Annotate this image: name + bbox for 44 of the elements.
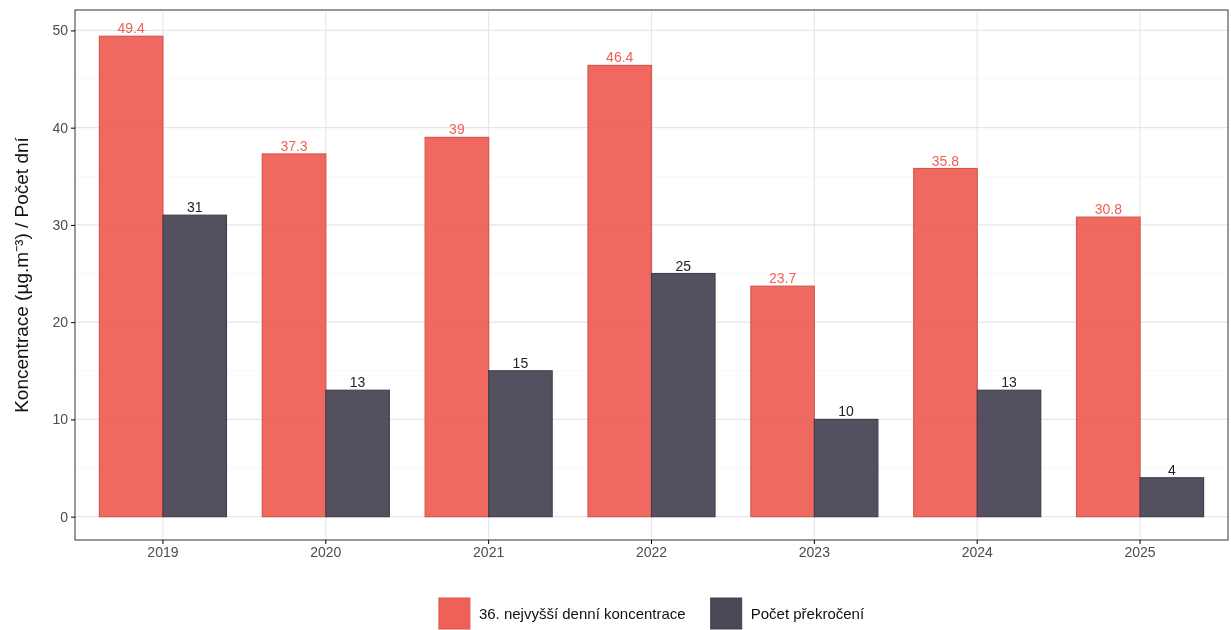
x-tick-label: 2021 xyxy=(473,543,505,560)
data-label: 31 xyxy=(186,199,203,216)
bar xyxy=(976,389,1042,518)
bar xyxy=(1139,477,1205,518)
y-axis-title: Koncentrace (µg.m⁻³) / Počet dní xyxy=(11,136,32,413)
data-label: 10 xyxy=(838,403,855,420)
x-tick-label: 2025 xyxy=(1124,543,1156,560)
x-tick-label: 2020 xyxy=(310,543,342,560)
legend-label: 36. nejvyšší denní koncentrace xyxy=(478,605,686,622)
bar xyxy=(913,167,978,518)
y-tick-label: 30 xyxy=(52,216,69,233)
data-label: 39 xyxy=(449,121,465,138)
data-label: 49.4 xyxy=(117,20,146,37)
y-tick-label: 20 xyxy=(52,314,69,331)
bar xyxy=(162,214,228,518)
data-label: 15 xyxy=(512,354,529,371)
y-tick-label: 10 xyxy=(52,411,69,428)
bar xyxy=(1075,216,1141,518)
bar xyxy=(488,370,553,518)
legend-label: Počet překročení xyxy=(750,605,865,622)
data-label: 4 xyxy=(1167,461,1176,478)
data-label: 37.3 xyxy=(280,137,308,154)
bar xyxy=(750,285,815,518)
data-label: 25 xyxy=(675,257,692,274)
bar xyxy=(424,136,490,518)
bar xyxy=(325,389,390,518)
bar xyxy=(813,418,879,518)
bar xyxy=(98,35,164,518)
data-label: 13 xyxy=(349,374,366,391)
data-label: 35.8 xyxy=(931,152,960,169)
data-label: 46.4 xyxy=(606,49,634,66)
data-label: 13 xyxy=(1001,374,1017,391)
data-label: 23.7 xyxy=(768,270,797,287)
bar xyxy=(650,272,716,518)
y-tick-label: 50 xyxy=(52,22,69,39)
y-tick-label: 40 xyxy=(52,119,69,136)
bar xyxy=(587,64,653,518)
x-tick-label: 2024 xyxy=(961,543,993,560)
x-tick-label: 2023 xyxy=(798,543,831,560)
bar xyxy=(261,153,327,518)
data-label: 30.8 xyxy=(1094,201,1123,218)
x-tick-label: 2022 xyxy=(635,543,668,560)
x-tick-label: 2019 xyxy=(147,543,179,560)
y-tick-label: 0 xyxy=(60,508,69,525)
